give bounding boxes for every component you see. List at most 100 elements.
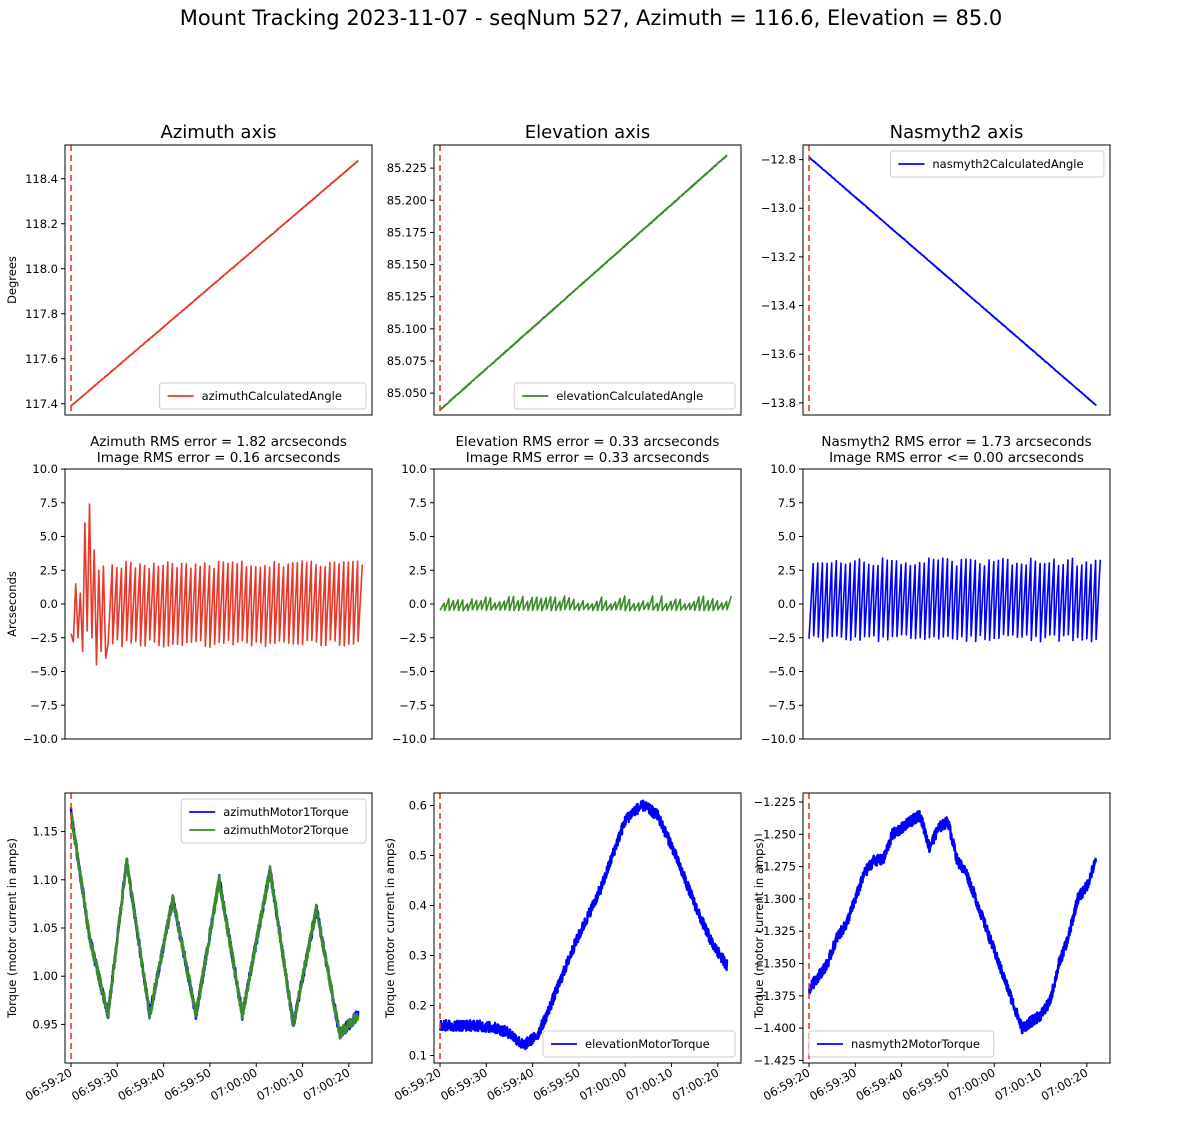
x-tick-label: 07:00:10: [623, 1065, 675, 1103]
y-tick-label: −13.4: [761, 299, 796, 313]
y-tick-label: −1.250: [753, 827, 796, 841]
legend: azimuthMotor1Torque azimuthMotor2Torque: [180, 798, 367, 844]
y-tick-label: 1.10: [32, 873, 58, 887]
x-tick-label: 07:00:10: [992, 1065, 1044, 1103]
legend-label: elevationCalculatedAngle: [556, 389, 703, 403]
y-tick-label: 85.100: [387, 322, 427, 336]
y-tick-label: 85.050: [387, 386, 427, 400]
x-tick-label: 07:00:00: [208, 1065, 260, 1103]
plot-area: [70, 503, 364, 666]
panel-elevation-error: Elevation RMS error = 0.33 arcseconds Im…: [392, 434, 742, 746]
legend-box: [513, 382, 736, 410]
y-tick-label: −5.0: [30, 665, 58, 679]
axes-frame: [433, 144, 742, 416]
y-tick-label: 10.0: [770, 462, 796, 476]
panel-title-line: Image RMS error <= 0.00 arcseconds: [829, 450, 1084, 466]
y-tick-label: 1.05: [32, 921, 58, 935]
x-tick-label: 06:59:20: [392, 1065, 444, 1103]
y-tick-label: 0.2: [409, 999, 427, 1013]
panel-title: Elevation axis: [525, 122, 650, 143]
panel-title-line: Azimuth RMS error = 1.82 arcseconds: [90, 434, 347, 450]
y-tick-label: 10.0: [32, 462, 58, 476]
y-tick-label: −1.400: [753, 1021, 796, 1035]
legend: azimuthCalculatedAngle: [159, 382, 367, 410]
y-tick-label: −1.275: [753, 860, 796, 874]
legend-label: azimuthCalculatedAngle: [202, 389, 342, 403]
y-tick-label: 118.0: [25, 262, 58, 276]
y-tick-label: 2.5: [40, 563, 58, 577]
y-tick-label: 117.8: [25, 307, 58, 321]
x-tick-label: 06:59:40: [853, 1065, 905, 1103]
x-tick-label: 06:59:50: [162, 1065, 214, 1103]
plot-area: [807, 793, 1098, 1063]
y-tick-label: 0.0: [40, 597, 58, 611]
plot-area: [808, 145, 1097, 415]
axes-frame: [802, 144, 1111, 416]
y-tick-label: 5.0: [409, 530, 427, 544]
panel-nasmyth2-torque: Torque (motor current in amps) −1.225 −1.2…: [752, 792, 1111, 1103]
panel-nasmyth2-error: Nasmyth2 RMS error = 1.73 arcseconds Ima…: [761, 434, 1111, 746]
series-line-elevationCalculatedAngle: [439, 154, 728, 412]
panel-title: Azimuth axis: [161, 122, 277, 143]
series-line-nasmyth2CalculatedAngle: [808, 156, 1097, 406]
series-line-error: [808, 557, 1102, 643]
x-tick-label: 06:59:40: [115, 1065, 167, 1103]
x-tick-label: 06:59:20: [761, 1065, 813, 1103]
panel-title-line: Elevation RMS error = 0.33 arcseconds: [456, 434, 720, 450]
y-tick-label: 1.15: [32, 825, 58, 839]
axes-frame: [433, 468, 742, 740]
legend: elevationMotorTorque: [542, 1030, 736, 1058]
y-tick-label: 118.2: [25, 217, 58, 231]
y-tick-label: −7.5: [30, 698, 58, 712]
y-tick-label: −2.5: [768, 631, 796, 645]
y-tick-label: −7.5: [399, 698, 427, 712]
y-tick-label: 0.5: [409, 849, 427, 863]
y-tick-label: −1.350: [753, 957, 796, 971]
panel-elevation-torque: Torque (motor current in amps) 0.1 0.2 0.3 0…: [383, 792, 742, 1103]
y-tick-label: 5.0: [778, 530, 796, 544]
legend-label: elevationMotorTorque: [585, 1037, 710, 1051]
x-tick-label: 06:59:30: [69, 1065, 121, 1103]
axes-frame: [802, 792, 1111, 1064]
y-tick-label: 117.6: [25, 352, 58, 366]
y-tick-label: 7.5: [409, 496, 427, 510]
panel-elevation-angle: Elevation axis 85.050 85.075 85.100 85.125 85…: [387, 122, 742, 416]
legend-box: [180, 798, 367, 844]
x-tick-label: 06:59:40: [484, 1065, 536, 1103]
y-tick-label: −13.6: [761, 347, 796, 361]
y-tick-label: −10.0: [392, 732, 427, 746]
y-tick-label: −10.0: [761, 732, 796, 746]
y-axis-label: Torque (motor current in amps): [752, 838, 766, 1019]
series-line-azimuthMotor2Torque: [69, 812, 360, 1040]
y-tick-label: −7.5: [768, 698, 796, 712]
y-axis-label: Degrees: [5, 256, 19, 304]
x-tick-label: 07:00:20: [301, 1065, 353, 1103]
y-tick-label: 0.6: [409, 799, 427, 813]
y-tick-label: 117.4: [25, 397, 58, 411]
y-tick-label: −10.0: [23, 732, 58, 746]
axes-frame: [802, 468, 1111, 740]
legend: nasmyth2MotorTorque: [808, 1030, 995, 1058]
y-tick-label: −13.0: [761, 201, 796, 215]
plot-area: [439, 145, 728, 415]
y-tick-label: 1.00: [32, 969, 58, 983]
y-tick-label: −1.375: [753, 989, 796, 1003]
y-tick-label: 118.4: [25, 172, 58, 186]
y-tick-label: 0.0: [409, 597, 427, 611]
y-tick-label: −2.5: [30, 631, 58, 645]
y-tick-label: −1.225: [753, 795, 796, 809]
panel-azimuth-error: Azimuth RMS error = 1.82 arcseconds Imag…: [5, 434, 373, 746]
legend: elevationCalculatedAngle: [513, 382, 736, 410]
series-line-error: [439, 595, 733, 612]
x-tick-label: 06:59:50: [900, 1065, 952, 1103]
panel-title: Nasmyth2 axis: [890, 122, 1024, 143]
y-tick-label: −1.325: [753, 924, 796, 938]
series-line-error: [70, 503, 364, 666]
y-tick-label: −13.8: [761, 396, 796, 410]
x-tick-label: 07:00:00: [946, 1065, 998, 1103]
y-tick-label: 7.5: [778, 496, 796, 510]
legend: nasmyth2CalculatedAngle: [889, 150, 1105, 178]
y-tick-label: 10.0: [401, 462, 427, 476]
y-tick-label: 5.0: [40, 530, 58, 544]
